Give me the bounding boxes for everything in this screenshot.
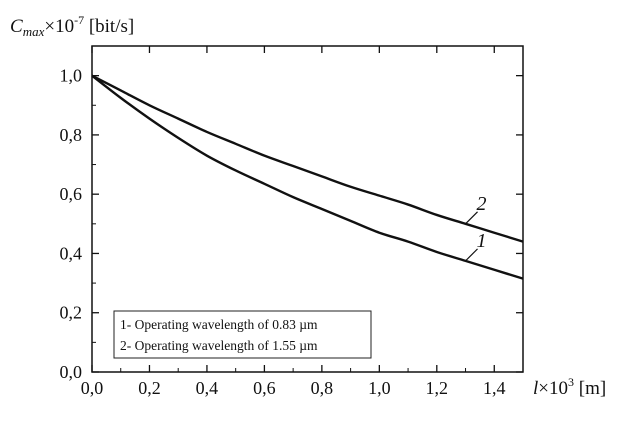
y-axis-mult: ×10	[44, 16, 74, 37]
y-axis-unit: [bit/s]	[84, 16, 134, 37]
y-tick-label: 0,2	[60, 303, 83, 323]
x-tick-label: 0,8	[311, 378, 334, 398]
curves: 12	[91, 74, 524, 280]
x-tick-label: 1,0	[368, 378, 391, 398]
series-label-leader	[465, 211, 478, 225]
x-axis-label: l×103 [m]	[533, 375, 606, 399]
legend-entry-2: 2- Operating wavelength of 1.55 µm	[120, 338, 318, 353]
x-tick-label: 1,4	[483, 378, 506, 398]
series-line-2	[91, 74, 524, 243]
x-tick-label: 0,4	[196, 378, 219, 398]
series-label-1: 1	[477, 230, 487, 252]
legend: 1- Operating wavelength of 0.83 µm 2- Op…	[113, 310, 372, 359]
x-tick-label: 1,2	[426, 378, 449, 398]
x-tick-label: 0,6	[253, 378, 276, 398]
x-tick-label: 0,0	[81, 378, 104, 398]
y-axis-label: Cmax×10-7 [bit/s]	[10, 13, 134, 39]
y-tick-label: 1,0	[60, 66, 83, 86]
axis-ticks: 0,0 0,2 0,4 0,6 0,8 1,0 1,2 1,4 0,0 0,2 0,4 0,6 0,8 1…	[60, 46, 523, 398]
x-axis-var: l	[533, 378, 538, 399]
y-axis-var: C	[10, 16, 23, 37]
y-axis-sub: max	[23, 24, 45, 39]
y-axis-exp: -7	[74, 13, 84, 27]
series-label-2: 2	[477, 193, 487, 215]
plot-frame	[91, 45, 524, 373]
y-tick-label: 0,6	[60, 184, 83, 204]
x-tick-label: 0,2	[138, 378, 161, 398]
x-axis-unit: [m]	[574, 378, 606, 399]
x-axis-mult: ×10	[538, 378, 568, 399]
series-line-1	[91, 74, 524, 280]
y-tick-label: 0,4	[60, 243, 83, 263]
legend-box	[113, 310, 372, 359]
legend-entry-1: 1- Operating wavelength of 0.83 µm	[120, 317, 318, 332]
x-axis-exp: 3	[568, 375, 574, 389]
y-tick-label: 0,0	[60, 362, 83, 382]
series-label-leader	[465, 248, 478, 262]
y-tick-label: 0,8	[60, 125, 83, 145]
